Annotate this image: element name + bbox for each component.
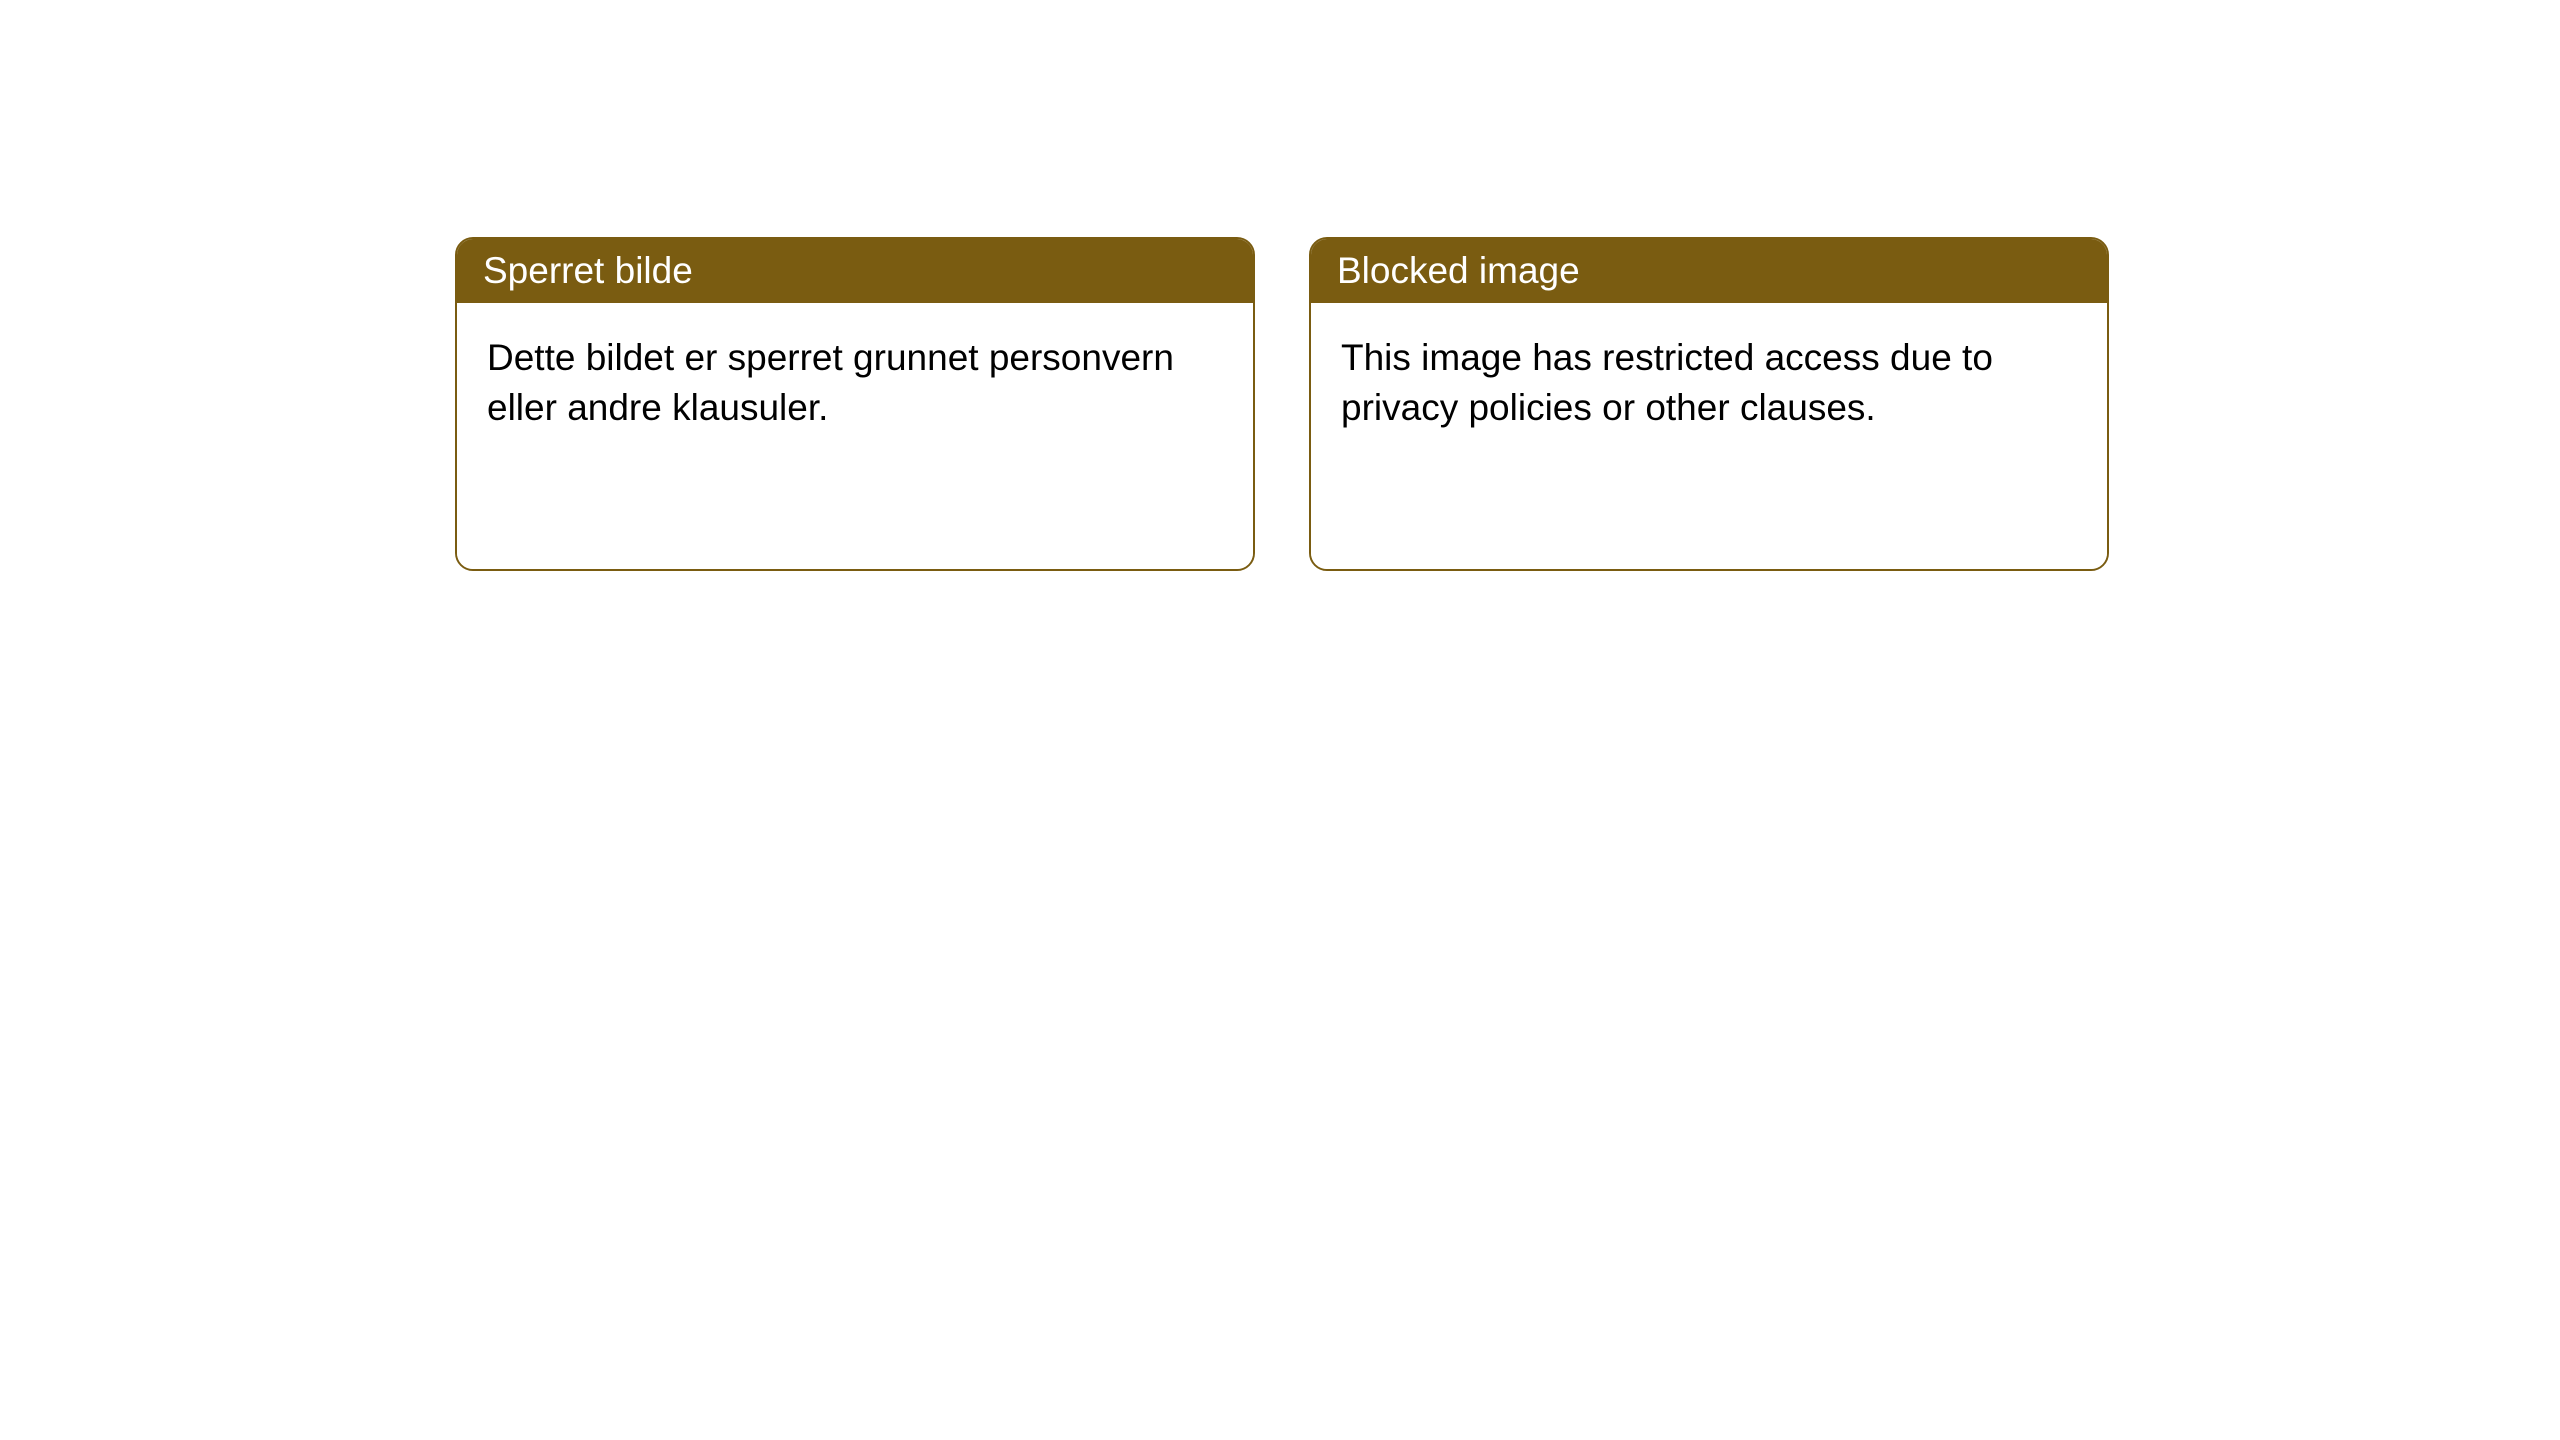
notice-title-norwegian: Sperret bilde xyxy=(457,239,1253,303)
blocked-image-notices: Sperret bilde Dette bildet er sperret gr… xyxy=(455,237,2109,571)
notice-body-norwegian: Dette bildet er sperret grunnet personve… xyxy=(457,303,1253,569)
notice-card-english: Blocked image This image has restricted … xyxy=(1309,237,2109,571)
notice-title-english: Blocked image xyxy=(1311,239,2107,303)
notice-card-norwegian: Sperret bilde Dette bildet er sperret gr… xyxy=(455,237,1255,571)
notice-body-english: This image has restricted access due to … xyxy=(1311,303,2107,569)
